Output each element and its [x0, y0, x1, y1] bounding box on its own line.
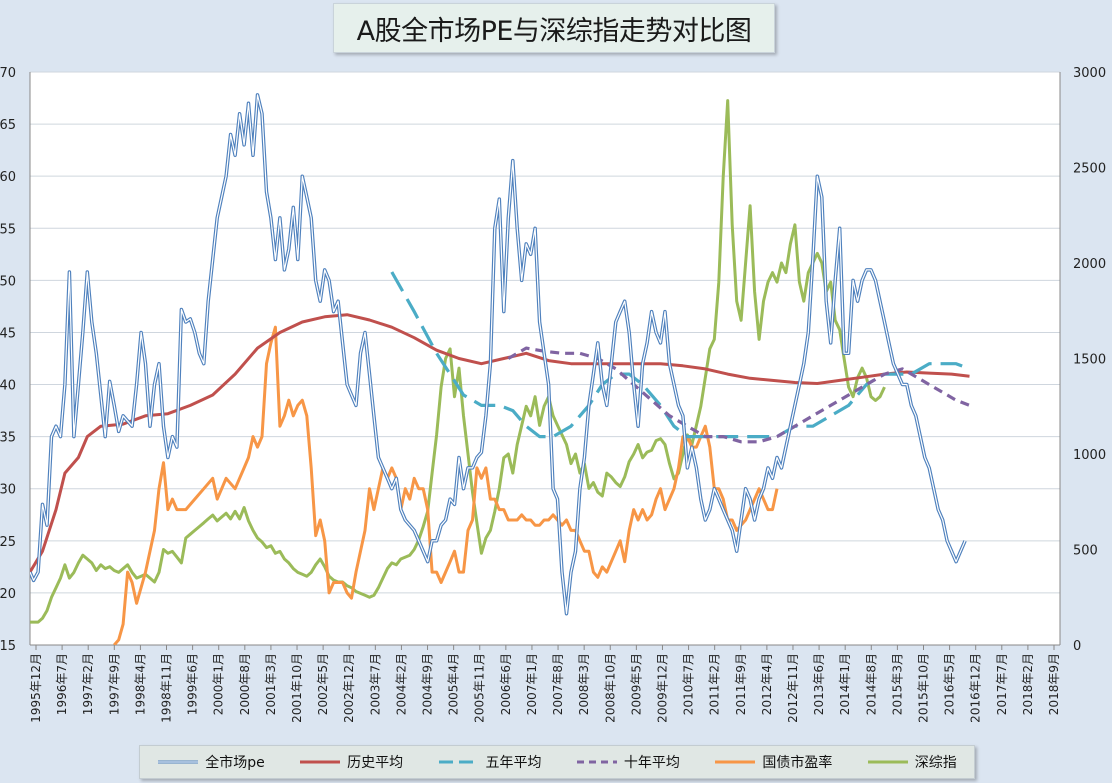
x-axis-tick-label: 2005年11月 — [473, 653, 487, 723]
left-axis-tick-label: 60 — [0, 170, 16, 185]
x-axis-tick-label: 2011年9月 — [734, 653, 748, 715]
x-axis-tick-label: 2006年6月 — [499, 653, 513, 715]
legend-label: 历史平均 — [347, 755, 404, 771]
legend-swatch — [715, 760, 756, 764]
right-axis-tick-label: 1500 — [1073, 353, 1106, 368]
legend-label: 全市场pe — [205, 755, 265, 771]
x-axis-tick-label: 2007年8月 — [551, 653, 565, 715]
left-axis-tick-label: 70 — [0, 66, 16, 81]
x-axis-tick-label: 2007年1月 — [525, 653, 539, 715]
x-axis-tick-label: 2014年1月 — [838, 653, 852, 715]
x-axis-tick-label: 2015年10月 — [916, 653, 930, 723]
x-axis-tick-label: 1999年6月 — [186, 653, 200, 715]
x-axis-tick-label: 1995年12月 — [29, 653, 43, 723]
legend-label: 十年平均 — [623, 755, 680, 771]
x-axis-tick-label: 2013年6月 — [812, 653, 826, 715]
legend-swatch — [576, 760, 617, 764]
series-market-pe-inner — [30, 94, 966, 615]
x-axis-tick-label: 1998年11月 — [160, 653, 174, 723]
series-treasury-pe — [113, 325, 779, 645]
legend-item: 历史平均 — [299, 752, 403, 772]
legend-item: 国债市盈率 — [714, 752, 832, 772]
legend-swatch — [158, 760, 199, 764]
x-axis-tick-label: 2005年4月 — [447, 653, 461, 715]
legend-label: 深综指 — [914, 755, 957, 771]
x-axis-tick-label: 2000年8月 — [238, 653, 252, 715]
left-axis-tick-label: 15 — [0, 639, 16, 654]
x-axis-tick-label: 2009年5月 — [629, 653, 643, 715]
chart-title: A股全市场PE与深综指走势对比图 — [333, 3, 775, 53]
right-axis-tick-label: 3000 — [1073, 66, 1106, 81]
left-axis-tick-label: 40 — [0, 379, 16, 394]
x-axis-tick-label: 1996年7月 — [55, 653, 69, 715]
x-axis-tick-label: 2003年7月 — [368, 653, 382, 715]
x-axis-tick-label: 2012年4月 — [760, 653, 774, 715]
left-axis-tick-label: 30 — [0, 483, 16, 498]
right-axis-tick-label: 2500 — [1073, 162, 1106, 177]
x-axis-tick-label: 2018年9月 — [1047, 653, 1061, 715]
right-axis-tick-label: 2000 — [1073, 257, 1106, 272]
left-axis-tick-label: 45 — [0, 326, 16, 341]
x-axis-tick-label: 2008年3月 — [577, 653, 591, 715]
left-axis-tick-label: 20 — [0, 587, 16, 602]
right-axis-tick-label: 0 — [1073, 639, 1081, 654]
legend-item: 十年平均 — [576, 752, 680, 772]
legend-label: 五年平均 — [485, 755, 542, 771]
x-axis-tick-label: 2018年2月 — [1021, 653, 1035, 715]
x-axis-tick-label: 2001年10月 — [290, 653, 304, 723]
x-axis-tick-label: 2004年2月 — [394, 653, 408, 715]
legend-item: 全市场pe — [157, 752, 265, 772]
x-axis-tick-label: 1997年2月 — [81, 653, 95, 715]
x-axis-tick-label: 2000年1月 — [212, 653, 226, 715]
right-axis-tick-label: 1000 — [1073, 448, 1106, 463]
x-axis-tick-label: 1997年9月 — [107, 653, 121, 715]
x-axis-tick-label: 2015年3月 — [890, 653, 904, 715]
x-axis-tick-label: 2011年2月 — [708, 653, 722, 715]
x-axis-tick-label: 2016年12月 — [969, 653, 983, 723]
x-axis-tick-label: 2008年10月 — [603, 653, 617, 723]
legend-swatch — [867, 760, 908, 764]
x-axis-tick-label: 2001年3月 — [264, 653, 278, 715]
left-axis-tick-label: 55 — [0, 222, 16, 237]
legend-label: 国债市盈率 — [762, 755, 833, 771]
x-axis-tick-label: 2016年5月 — [943, 653, 957, 715]
left-axis-tick-label: 65 — [0, 118, 16, 133]
left-axis-tick-label: 35 — [0, 431, 16, 446]
chart-legend: 全市场pe 历史平均 五年平均 十年平均 国债市盈率 深综指 — [139, 745, 975, 779]
x-axis-tick-label: 1998年4月 — [133, 653, 147, 715]
x-axis-tick-label: 2014年8月 — [864, 653, 878, 715]
x-axis-tick-label: 2009年12月 — [655, 653, 669, 723]
series-group — [30, 93, 971, 645]
x-axis-tick-label: 2002年5月 — [316, 653, 330, 715]
series-shenzhen-index — [30, 99, 886, 624]
legend-item: 五年平均 — [438, 752, 542, 772]
x-axis-tick-label: 2010年7月 — [682, 653, 696, 715]
x-axis-tick-label: 2012年11月 — [786, 653, 800, 723]
x-axis-tick-label: 2017年7月 — [995, 653, 1009, 715]
left-axis-tick-label: 25 — [0, 535, 16, 550]
legend-swatch — [438, 760, 479, 764]
x-axis-tick-label: 2004年9月 — [421, 653, 435, 715]
right-axis-tick-label: 500 — [1073, 544, 1098, 559]
x-axis-tick-label: 2002年12月 — [342, 653, 356, 723]
legend-item: 深综指 — [867, 752, 957, 772]
legend-swatch — [300, 760, 341, 764]
left-axis-tick-label: 50 — [0, 274, 16, 289]
